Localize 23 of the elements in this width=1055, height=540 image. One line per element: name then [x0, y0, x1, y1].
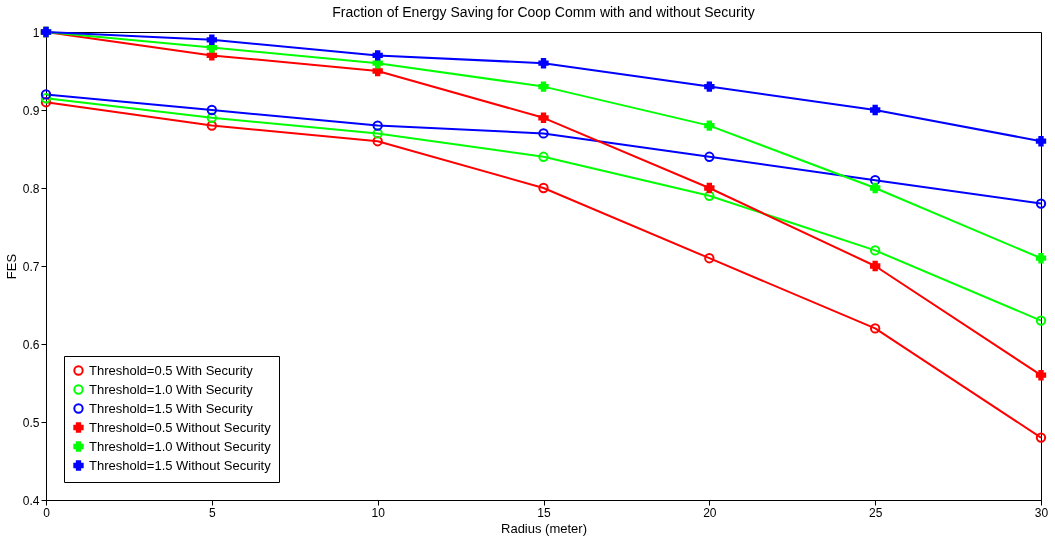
legend-label: Threshold=0.5 Without Security	[89, 419, 272, 435]
chart-title: Fraction of Energy Saving for Coop Comm with and without Security	[332, 3, 755, 20]
legend-label: Threshold=1.5 With Security	[89, 400, 254, 416]
y-tick-label: 0.7	[22, 259, 40, 274]
legend-label: Threshold=1.0 Without Security	[89, 438, 272, 454]
y-tick-label: 0.5	[22, 415, 40, 430]
x-tick-label: 30	[1034, 505, 1049, 520]
y-tick-label: 0.8	[22, 181, 40, 196]
x-tick-label: 25	[868, 505, 883, 520]
y-tick-label: 1	[32, 25, 40, 40]
legend-label: Threshold=1.0 With Security	[89, 381, 254, 397]
y-tick-label: 0.4	[22, 493, 40, 508]
x-tick-label: 20	[703, 505, 717, 520]
legend-label: Threshold=0.5 With Security	[89, 362, 254, 378]
x-tick-label: 15	[537, 505, 551, 520]
y-tick-label: 0.6	[22, 337, 40, 352]
y-axis-title: FES	[3, 253, 19, 280]
x-axis-title: Radius (meter)	[501, 520, 587, 536]
x-tick-label: 10	[371, 505, 386, 520]
legend-label: Threshold=1.5 Without Security	[89, 457, 272, 473]
x-tick-label: 5	[208, 505, 216, 520]
x-tick-label: 0	[43, 505, 51, 520]
y-tick-label: 0.9	[22, 103, 40, 118]
